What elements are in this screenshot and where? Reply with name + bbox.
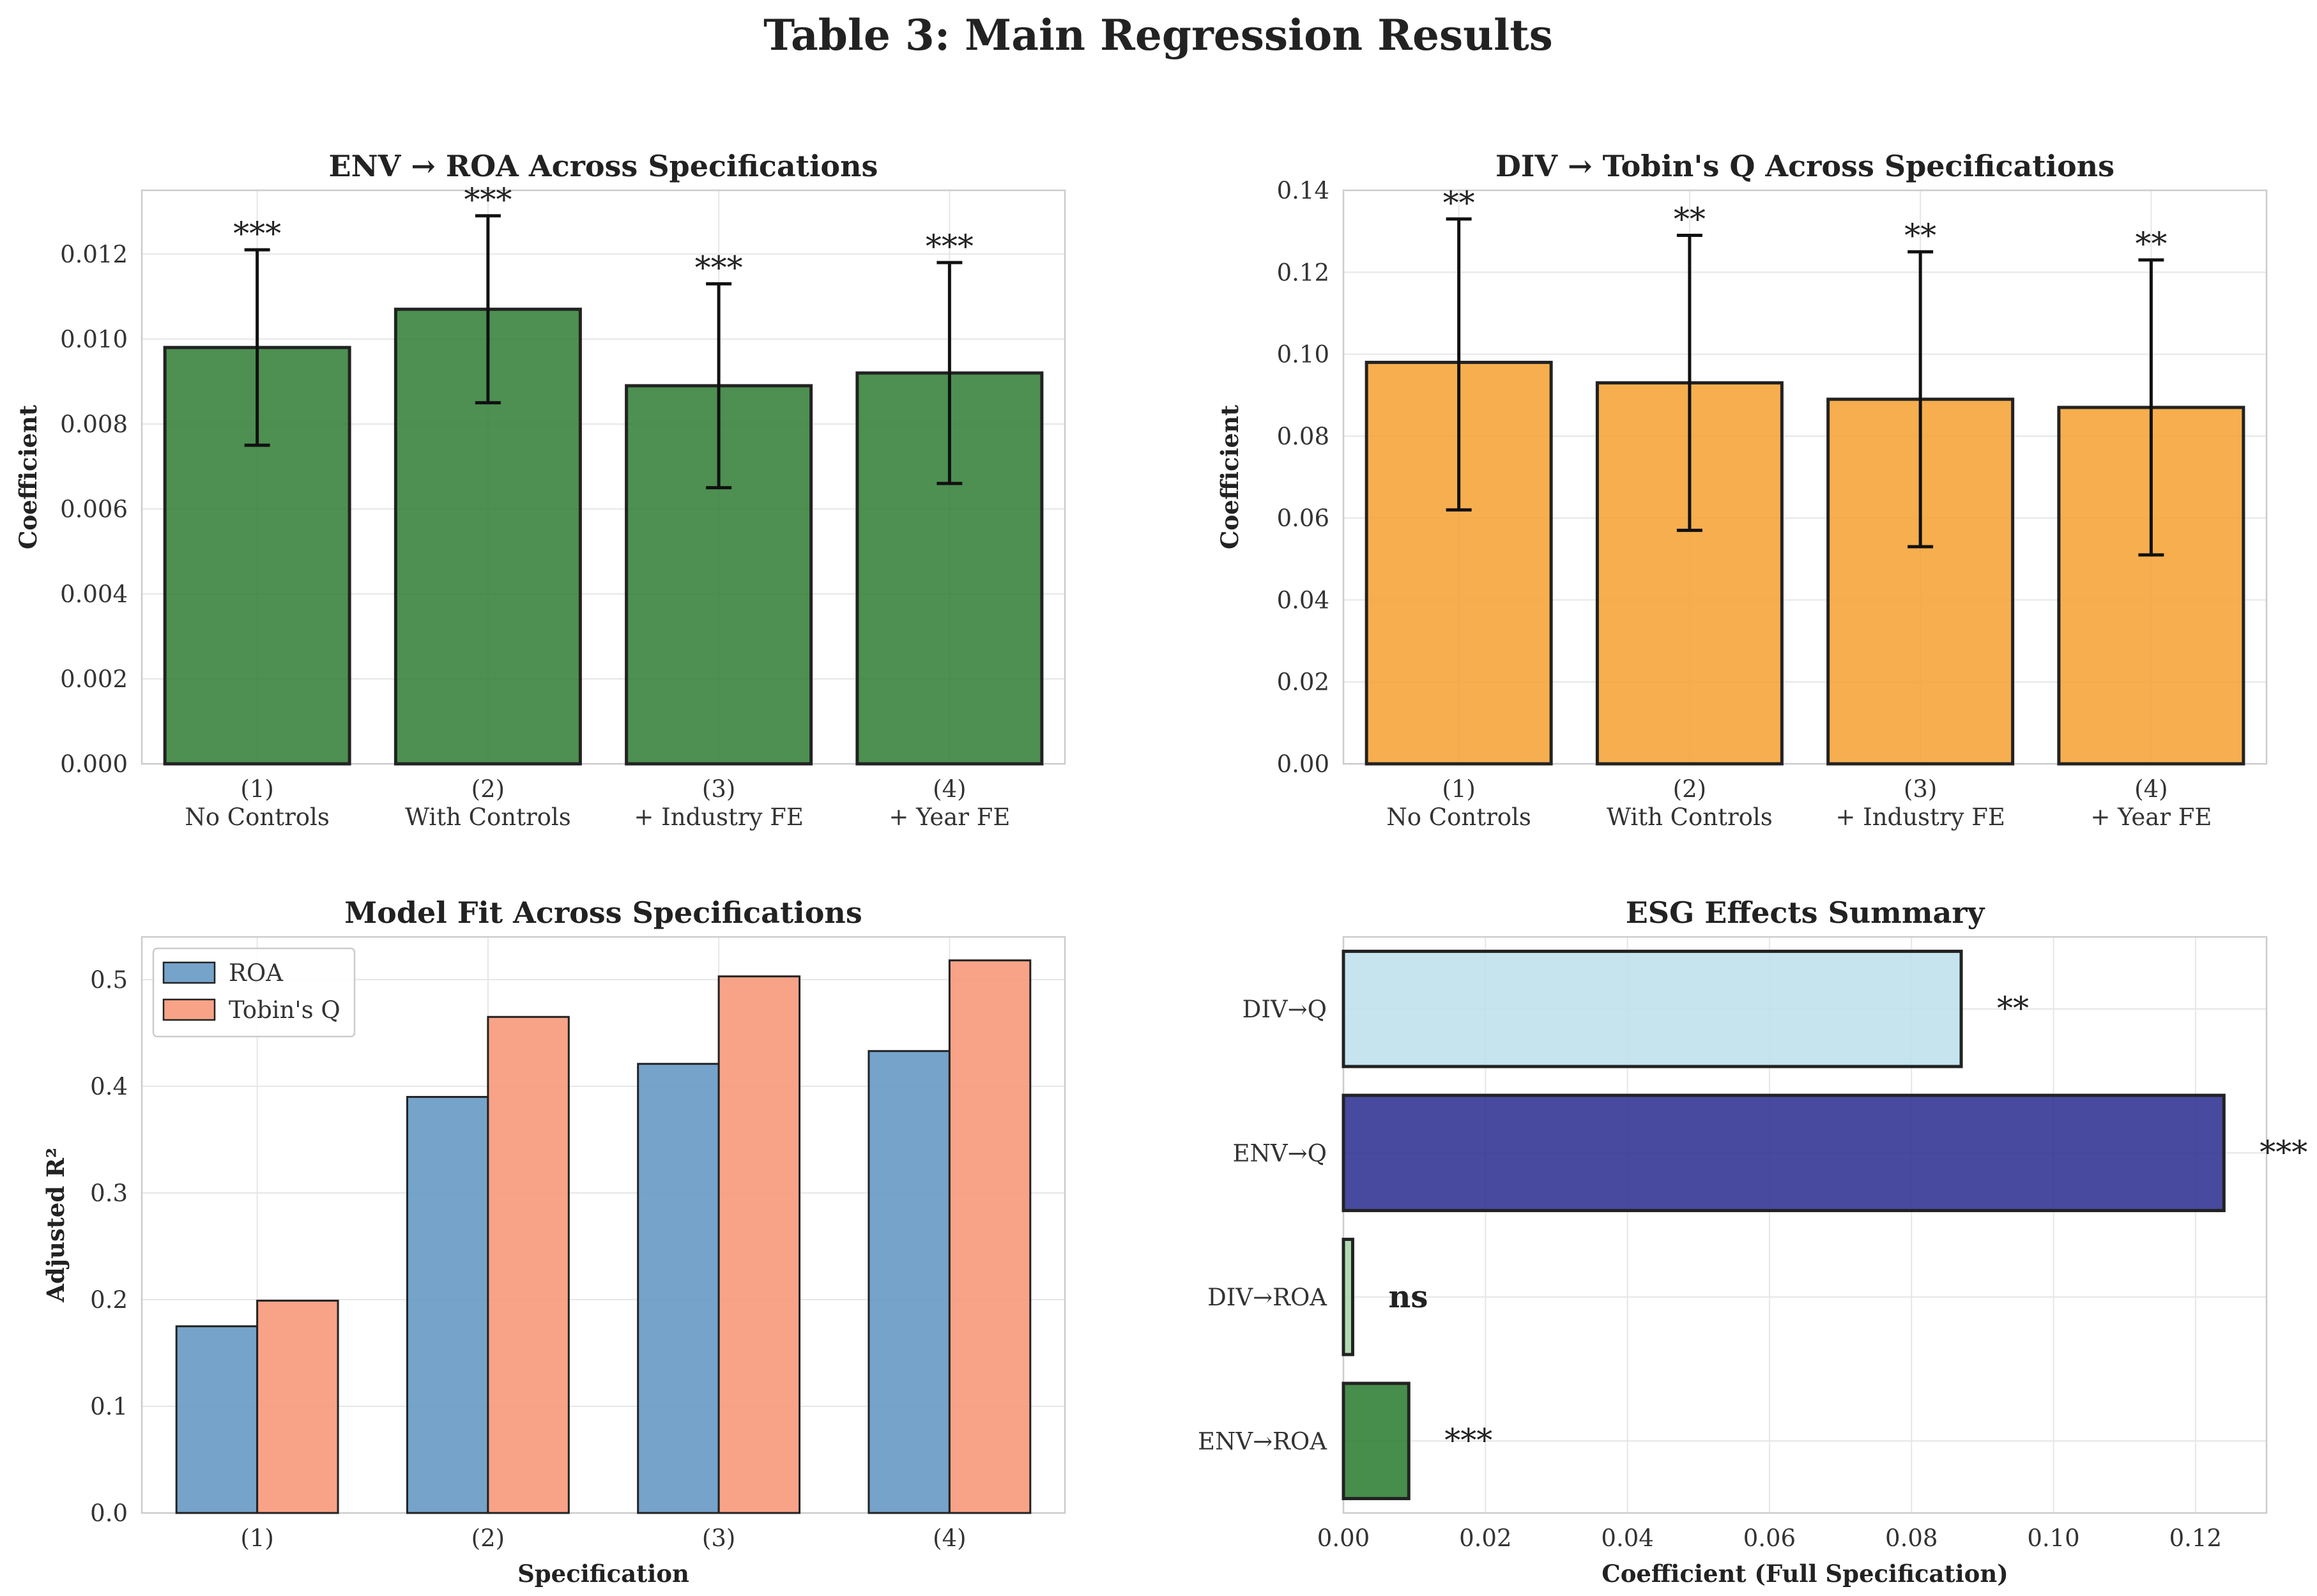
plot-frame — [141, 189, 1066, 765]
y-tick-label: 0.000 — [60, 750, 128, 778]
y-tick-label: DIV→ROA — [1207, 1284, 1327, 1311]
x-tick-label: 0.12 — [2169, 1524, 2222, 1552]
esg-summary-panel: 0.00 0.02 0.04 0.06 0.08 0.10 0.12 ** DIV→Q *** EN… — [1198, 895, 2307, 1588]
bar — [487, 1015, 570, 1514]
x-tick-label: With Controls — [405, 803, 571, 831]
y-axis-label: Coefficient — [1216, 405, 1244, 549]
x-tick-label: 0.10 — [2027, 1524, 2079, 1552]
x-tick-label: No Controls — [1386, 803, 1531, 831]
y-tick-label: 0.012 — [60, 241, 128, 268]
y-tick-label: 0.3 — [90, 1180, 128, 1207]
y-tick-label: DIV→Q — [1243, 996, 1327, 1023]
y-tick-label: 0.008 — [60, 411, 128, 438]
bar — [1342, 950, 1963, 1068]
x-tick-label: 0.02 — [1459, 1524, 1511, 1552]
x-tick-label: (2) — [471, 1524, 505, 1552]
y-tick-label: ENV→ROA — [1198, 1427, 1327, 1455]
significance-label: ** — [1904, 217, 1936, 254]
bar — [406, 1096, 489, 1514]
x-tick-label: (4) — [2134, 775, 2168, 803]
x-tick-label: (1) — [240, 775, 273, 803]
y-tick-label: 0.10 — [1277, 341, 1329, 369]
y-tick-label: ENV→Q — [1233, 1139, 1327, 1167]
model-fit-panel: 0.0 0.1 0.2 0.3 0.4 0.5 (1) (2) (3) (4) Model Fit … — [42, 895, 1066, 1588]
y-tick-label: 0.08 — [1277, 423, 1329, 450]
y-tick-label: 0.0 — [90, 1500, 128, 1527]
x-tick-label: 0.00 — [1317, 1524, 1370, 1552]
y-tick-label: 0.14 — [1277, 177, 1329, 204]
x-tick-label: 0.08 — [1885, 1524, 1938, 1552]
significance-label: ** — [1443, 185, 1475, 222]
significance-label: *** — [2260, 1134, 2307, 1171]
bar — [948, 959, 1032, 1514]
y-tick-label: 0.1 — [90, 1393, 128, 1420]
x-tick-label: 0.06 — [1743, 1524, 1796, 1552]
x-tick-label: 0.04 — [1601, 1524, 1653, 1552]
panel-title: ESG Effects Summary — [1626, 895, 1985, 930]
y-tick-label: 0.004 — [60, 581, 128, 608]
x-tick-label: + Industry FE — [1835, 803, 2005, 831]
significance-label: ns — [1388, 1279, 1428, 1315]
x-tick-label: (2) — [471, 775, 505, 803]
div-q-panel: 0.00 0.02 0.04 0.06 0.08 0.10 0.12 0.14 ** (1)No … — [1216, 149, 2268, 831]
y-tick-label: 0.04 — [1277, 586, 1329, 614]
x-tick-label: (1) — [1442, 775, 1475, 803]
significance-label: ** — [2135, 225, 2167, 262]
y-axis-label: Adjusted R² — [42, 1148, 70, 1303]
x-tick-label: (4) — [933, 1524, 966, 1552]
y-tick-label: 0.5 — [90, 966, 128, 994]
significance-label: ** — [1674, 201, 1706, 238]
y-tick-label: 0.002 — [60, 665, 128, 693]
x-tick-label: (1) — [240, 1524, 273, 1552]
x-tick-label: (2) — [1673, 775, 1706, 803]
bar — [717, 975, 801, 1514]
y-tick-label: 0.010 — [60, 326, 128, 353]
plot-frame — [1342, 936, 2268, 1514]
y-tick-label: 0.006 — [60, 496, 128, 523]
bar — [256, 1300, 339, 1514]
x-tick-label: + Industry FE — [634, 803, 804, 831]
panel-title: ENV → ROA Across Specifications — [329, 149, 878, 183]
legend-swatch — [162, 961, 216, 984]
plot-frame — [1342, 189, 2268, 765]
plot-frame — [141, 936, 1066, 1514]
x-tick-label: With Controls — [1607, 803, 1773, 831]
x-tick-label: (3) — [1904, 775, 1937, 803]
env-roa-panel: 0.000 0.002 0.004 0.006 0.008 0.010 0.012 *** (1… — [14, 149, 1066, 831]
bar — [175, 1325, 259, 1514]
x-axis-label: Coefficient (Full Specification) — [1602, 1560, 2008, 1588]
y-tick-label: 0.4 — [90, 1073, 128, 1100]
significance-label: *** — [1444, 1422, 1492, 1459]
legend-swatch — [162, 998, 216, 1021]
bar — [1342, 1238, 1354, 1357]
significance-label: *** — [464, 181, 512, 218]
significance-label: ** — [1997, 990, 2029, 1027]
bar — [637, 1063, 720, 1514]
y-axis-label: Coefficient — [14, 405, 42, 549]
x-tick-label: (3) — [702, 1524, 735, 1552]
x-tick-label: No Controls — [185, 803, 329, 831]
figure-title: Table 3: Main Regression Results — [763, 10, 1553, 60]
x-tick-label: + Year FE — [889, 803, 1010, 831]
significance-label: *** — [233, 215, 281, 252]
legend-label: Tobin's Q — [229, 996, 340, 1024]
y-tick-label: 0.00 — [1277, 750, 1329, 778]
significance-label: *** — [926, 228, 974, 265]
bar — [1342, 1093, 2226, 1212]
x-tick-label: + Year FE — [2090, 803, 2212, 831]
y-tick-label: 0.12 — [1277, 259, 1329, 286]
legend-label: ROA — [229, 959, 284, 987]
bar — [868, 1050, 951, 1514]
y-tick-label: 0.02 — [1277, 669, 1329, 696]
x-tick-label: (4) — [933, 775, 966, 803]
y-tick-label: 0.2 — [90, 1286, 128, 1314]
panel-title: DIV → Tobin's Q Across Specifications — [1495, 149, 2114, 183]
panel-title: Model Fit Across Specifications — [344, 895, 862, 930]
y-tick-label: 0.06 — [1277, 505, 1329, 532]
significance-label: *** — [695, 249, 743, 286]
x-tick-label: (3) — [702, 775, 735, 803]
bar — [1342, 1381, 1411, 1500]
x-axis-label: Specification — [517, 1560, 689, 1588]
